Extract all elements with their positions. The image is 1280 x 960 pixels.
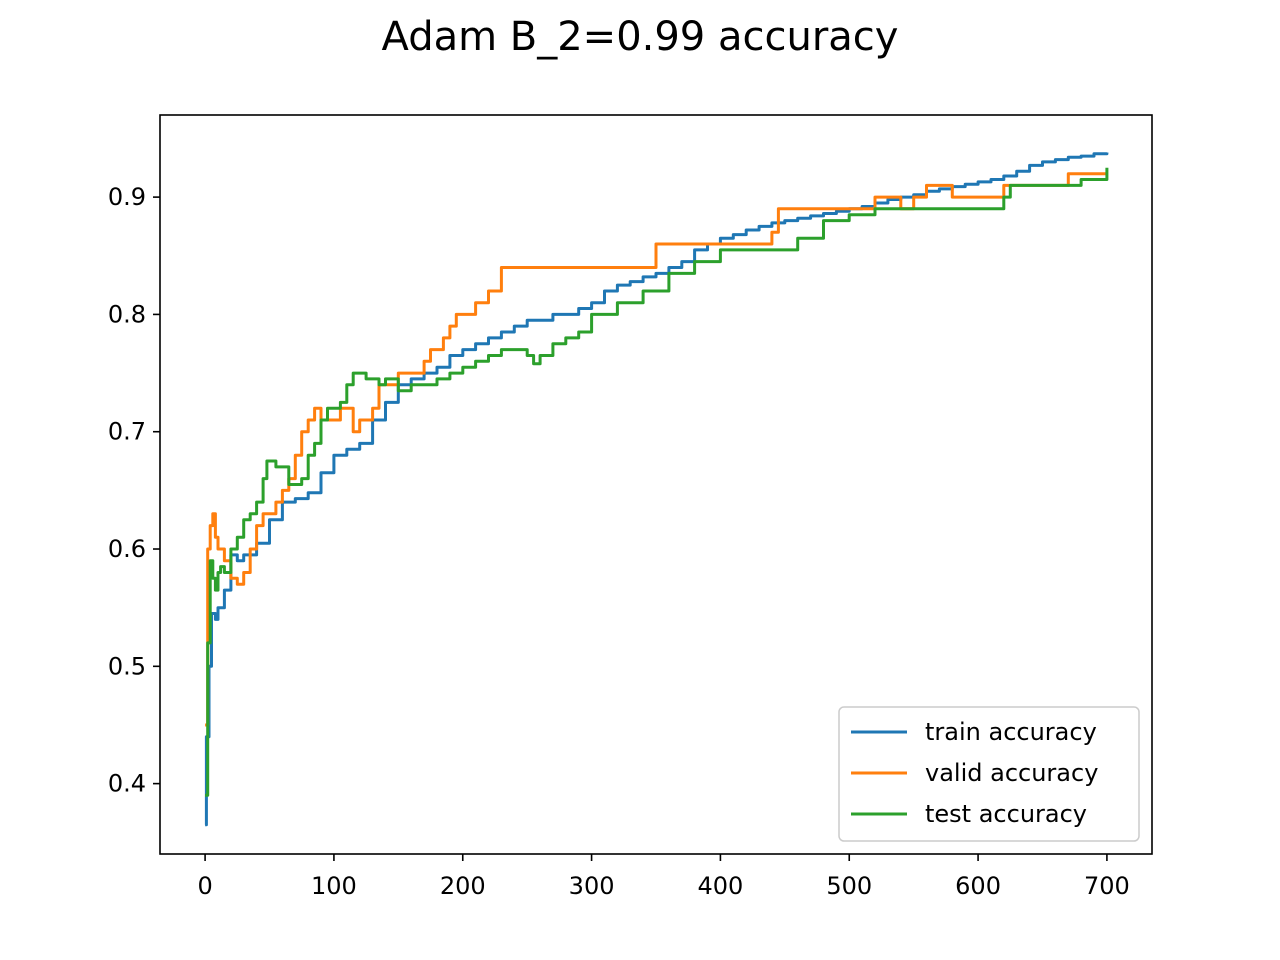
x-tick-label: 200: [440, 872, 486, 900]
legend-label-2: valid accuracy: [925, 759, 1098, 787]
y-tick-label: 0.4: [108, 770, 146, 798]
x-tick-label: 600: [955, 872, 1001, 900]
x-tick-label: 400: [698, 872, 744, 900]
chart-title: Adam B_2=0.99 accuracy: [381, 14, 899, 60]
x-tick-label: 300: [569, 872, 615, 900]
y-tick-label: 0.5: [108, 652, 146, 680]
legend-label-3: test accuracy: [925, 800, 1087, 828]
x-tick-label: 700: [1084, 872, 1130, 900]
legend-box: [838, 706, 1140, 842]
y-tick-label: 0.8: [108, 300, 146, 328]
x-tick-label: 100: [311, 872, 357, 900]
x-tick-label: 500: [826, 872, 872, 900]
legend: train accuracy valid accuracy test accurac…: [838, 706, 1140, 842]
series-line-2: [205, 172, 1107, 727]
series-layer: [204, 152, 1109, 827]
plot-area-frame: [159, 114, 1153, 855]
y-tick-label: 0.9: [108, 183, 146, 211]
y-tick-label: 0.6: [108, 535, 146, 563]
x-axis: 0 100 200 300 400 500 600 700: [197, 854, 1130, 900]
y-axis: 0.4 0.5 0.6 0.7 0.8 0.9: [108, 183, 160, 798]
series-line-3: [205, 167, 1109, 797]
y-tick-label: 0.7: [108, 418, 146, 446]
legend-label-1: train accuracy: [925, 718, 1097, 746]
x-tick-label: 0: [197, 872, 212, 900]
